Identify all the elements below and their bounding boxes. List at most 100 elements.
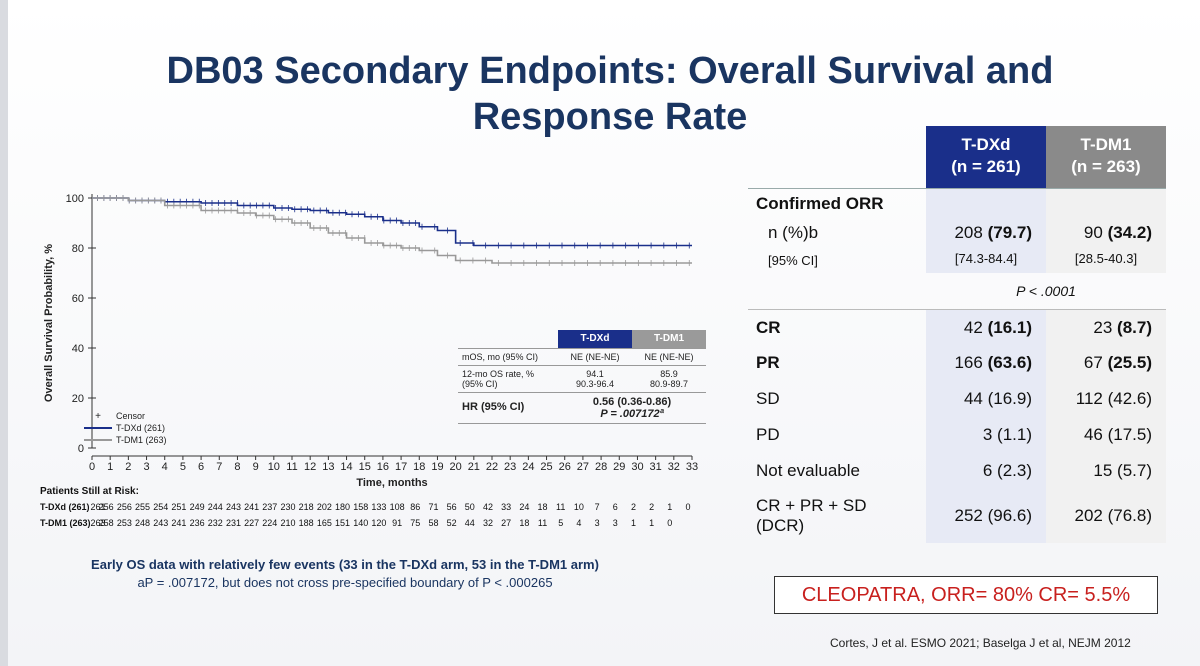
row-label-text: CR xyxy=(756,317,781,337)
row-orr-n: n (%)b 208 (79.7) 90 (34.2) xyxy=(748,219,1166,247)
os-cell: 85.9 xyxy=(660,369,678,379)
risk-value: 188 xyxy=(299,518,314,528)
risk-value: 256 xyxy=(99,502,114,512)
x-tick-label: 5 xyxy=(180,461,186,473)
risk-value: 0 xyxy=(667,518,672,528)
risk-value: 3 xyxy=(613,518,618,528)
col-tdxd-name: T-DXd xyxy=(961,135,1011,154)
os-cell-ci: 80.9-89.7 xyxy=(649,379,689,389)
os-cell: 94.1 xyxy=(586,369,604,379)
risk-value: 243 xyxy=(226,502,241,512)
x-tick-label: 14 xyxy=(340,461,352,473)
cell-value: 44 (16.9) xyxy=(963,389,1032,408)
os-summary-table: T-DXd T-DM1 mOS, mo (95% CI) NE (NE-NE) … xyxy=(458,330,706,424)
cell-value: 15 (5.7) xyxy=(1093,461,1152,480)
cell-pct: (16.1) xyxy=(987,317,1032,337)
risk-value: 56 xyxy=(447,502,457,512)
response-row-label: PR xyxy=(748,353,926,373)
y-tick-label: 40 xyxy=(72,343,84,355)
x-tick-label: 19 xyxy=(431,461,443,473)
risk-value: 0 xyxy=(685,502,690,512)
risk-value: 27 xyxy=(501,518,511,528)
y-tick-label: 0 xyxy=(78,443,84,455)
risk-value: 232 xyxy=(208,518,223,528)
col-tdm1-n: (n = 263) xyxy=(1071,157,1141,176)
x-tick-label: 22 xyxy=(486,461,498,473)
risk-value: 151 xyxy=(335,518,350,528)
response-row-label: PD xyxy=(748,425,926,445)
risk-value: 243 xyxy=(153,518,168,528)
os-cell-ci: 90.3-96.4 xyxy=(575,379,615,389)
os-cell: NE (NE-NE) xyxy=(570,352,620,362)
legend-label: T-DM1 (263) xyxy=(116,435,167,445)
os-cell: NE (NE-NE) xyxy=(644,352,694,362)
hr-label: HR (95% CI) xyxy=(462,401,525,413)
legend-line-tdm1 xyxy=(84,439,112,441)
response-cell-tdxd: 44 (16.9) xyxy=(926,381,1046,417)
os-row-label-ci: (95% CI) xyxy=(462,379,498,389)
cell-value: 112 (42.6) xyxy=(1075,389,1152,408)
response-cell-tdm1: 46 (17.5) xyxy=(1046,417,1166,453)
risk-value: 58 xyxy=(428,518,438,528)
row-label-text-2: (DCR) xyxy=(756,516,805,535)
legend-tdm1: T-DM1 (263) xyxy=(84,434,167,446)
x-tick-label: 25 xyxy=(540,461,552,473)
censor-icon: + xyxy=(95,410,101,422)
risk-value: 256 xyxy=(117,502,132,512)
risk-value: 2 xyxy=(649,502,654,512)
cell-pct: (25.5) xyxy=(1107,353,1152,372)
risk-value: 244 xyxy=(208,502,223,512)
row-label-text: Not evaluable xyxy=(756,461,860,480)
y-tick-label: 20 xyxy=(72,393,84,405)
x-tick-label: 17 xyxy=(395,461,407,473)
legend-tdxd: T-DXd (261) xyxy=(84,422,167,434)
x-tick-label: 15 xyxy=(359,461,371,473)
x-tick-label: 16 xyxy=(377,461,389,473)
risk-value: 241 xyxy=(171,518,186,528)
x-tick-label: 3 xyxy=(143,461,149,473)
x-tick-label: 6 xyxy=(198,461,204,473)
risk-value: 18 xyxy=(538,502,548,512)
orr-tdm1: 90 (34.2) xyxy=(1046,219,1166,247)
response-rows: CR 42 (16.1) 23 (8.7) PR 166 (63.6) 67 (25.5)… xyxy=(748,309,1166,543)
orr-tdxd-pct: (79.7) xyxy=(987,223,1032,242)
risk-value: 18 xyxy=(519,518,529,528)
risk-value: 231 xyxy=(226,518,241,528)
x-tick-label: 4 xyxy=(162,461,168,473)
risk-value: 1 xyxy=(667,502,672,512)
response-cell-tdxd: 6 (2.3) xyxy=(926,453,1046,489)
orr-p-value: P < .0001 xyxy=(926,273,1166,309)
risk-value: 6 xyxy=(613,502,618,512)
cell-value: 6 (2.3) xyxy=(982,461,1032,480)
risk-value: 44 xyxy=(465,518,475,528)
row-confirmed-orr: Confirmed ORR xyxy=(748,189,1166,219)
risk-value: 202 xyxy=(317,502,332,512)
row-label-text: SD xyxy=(756,389,780,408)
km-line-tdxd xyxy=(92,197,692,247)
ci-label: [95% CI] xyxy=(768,252,818,268)
row-orr-ci: [95% CI] [74.3-84.4] [28.5-40.3] xyxy=(748,247,1166,273)
hr-p-value: P = .007172ª xyxy=(600,408,664,420)
risk-value: 5 xyxy=(558,518,563,528)
risk-value: 52 xyxy=(447,518,457,528)
x-tick-label: 20 xyxy=(450,461,462,473)
col-tdm1: T-DM1 (n = 263) xyxy=(1046,126,1166,188)
risk-value: 42 xyxy=(483,502,493,512)
cell-value: 202 (76.8) xyxy=(1074,506,1153,525)
response-row-label: SD xyxy=(748,389,926,409)
cell-pct: (63.6) xyxy=(987,353,1032,372)
risk-value: 241 xyxy=(244,502,259,512)
cell-value: 67 xyxy=(1083,353,1103,372)
y-axis-label: Overall Survival Probability, % xyxy=(43,244,55,402)
x-tick-label: 1 xyxy=(107,461,113,473)
orr-tdm1-pct: (34.2) xyxy=(1107,223,1152,242)
risk-value: 91 xyxy=(392,518,402,528)
risk-value: 253 xyxy=(117,518,132,528)
risk-value: 1 xyxy=(631,518,636,528)
risk-value: 258 xyxy=(99,518,114,528)
risk-value: 261 xyxy=(90,502,105,512)
row-label-text: PD xyxy=(756,425,780,444)
citation: Cortes, J et al. ESMO 2021; Baselga J et… xyxy=(830,636,1131,650)
